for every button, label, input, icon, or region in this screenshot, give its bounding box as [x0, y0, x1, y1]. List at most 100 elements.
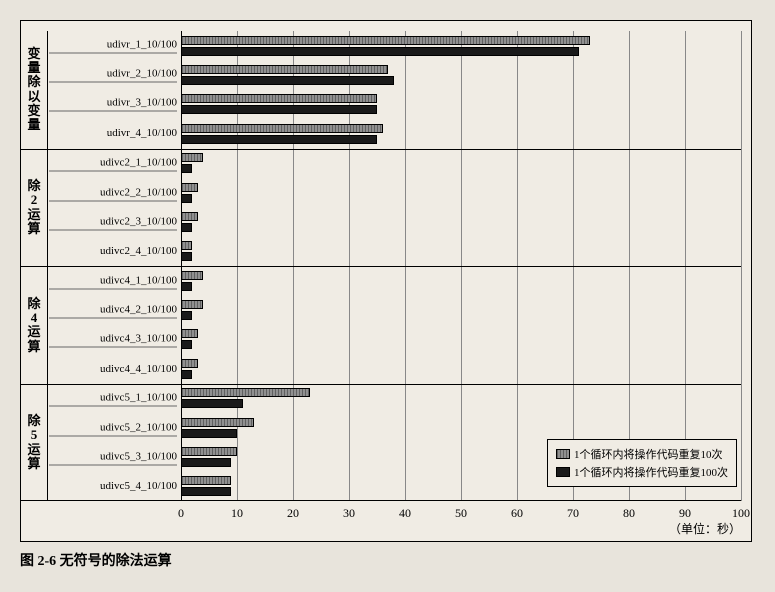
chart-container: 0 10 20 30 40 50 60 70 80 90 100（单位：秒） 变量除以变量udivr…: [20, 20, 752, 542]
x-tick-label: 80: [623, 506, 635, 521]
bar-series-b: [181, 194, 192, 203]
row: udivc4_3_10/100: [49, 326, 181, 355]
x-tick-label: 30: [343, 506, 355, 521]
bar-series-a: [181, 447, 237, 456]
bar-series-b: [181, 76, 394, 85]
gridline: [741, 31, 742, 501]
row: udivc2_1_10/100: [49, 150, 181, 179]
x-tick-label: 10: [231, 506, 243, 521]
legend-label-a: 1个循环内将操作代码重复10次: [574, 446, 723, 462]
group-title: 除2运算: [25, 150, 48, 267]
row: udivc2_4_10/100: [49, 238, 181, 267]
row: udivc2_3_10/100: [49, 208, 181, 237]
row: udivr_1_10/100: [49, 31, 181, 60]
bar-series-a: [181, 241, 192, 250]
legend-swatch-b: [556, 467, 570, 477]
group-rows: udivc4_1_10/100 udivc4_2_10/100 udivc4_3_1…: [49, 267, 181, 384]
bar-series-a: [181, 183, 198, 192]
bar-series-a: [181, 271, 203, 280]
row: udivc5_2_10/100: [49, 414, 181, 443]
bar-series-b: [181, 105, 377, 114]
bar-series-a: [181, 212, 198, 221]
bar-series-b: [181, 223, 192, 232]
legend-swatch-a: [556, 449, 570, 459]
row: udivc2_2_10/100: [49, 179, 181, 208]
row: udivc4_1_10/100: [49, 267, 181, 296]
row: udivc5_1_10/100: [49, 385, 181, 414]
row: udivc5_3_10/100: [49, 443, 181, 472]
group-divider: [21, 266, 741, 267]
bar-series-b: [181, 370, 192, 379]
row-label: udivc4_2_10/100: [49, 304, 177, 319]
row-label: udivr_3_10/100: [49, 97, 177, 112]
group-rows: udivc5_1_10/100 udivc5_2_10/100 udivc5_3_1…: [49, 385, 181, 502]
legend-item-a: 1个循环内将操作代码重复10次: [556, 446, 728, 462]
group-title: 变量除以变量: [25, 31, 48, 149]
group-divider: [21, 384, 741, 385]
group: 除4运算udivc4_1_10/100udivc4_2_10/100udivc4…: [21, 266, 181, 384]
bar-series-b: [181, 458, 231, 467]
row-label: udivc5_1_10/100: [49, 392, 177, 407]
bar-series-b: [181, 164, 192, 173]
x-tick-label: 70: [567, 506, 579, 521]
group: 除5运算udivc5_1_10/100udivc5_2_10/100udivc5…: [21, 384, 181, 502]
x-tick-label: 90: [679, 506, 691, 521]
bar-series-b: [181, 311, 192, 320]
row: udivc4_2_10/100: [49, 296, 181, 325]
x-tick-label: 50: [455, 506, 467, 521]
legend-item-b: 1个循环内将操作代码重复100次: [556, 464, 728, 480]
row: udivc5_4_10/100: [49, 473, 181, 502]
bar-series-b: [181, 487, 231, 496]
bar-series-a: [181, 153, 203, 162]
bar-series-a: [181, 124, 383, 133]
row: udivr_2_10/100: [49, 60, 181, 89]
row: udivc4_4_10/100: [49, 355, 181, 384]
row-label: udivc5_2_10/100: [49, 421, 177, 436]
group-title: 除5运算: [25, 385, 48, 502]
row-label: udivc2_2_10/100: [49, 186, 177, 201]
row: udivr_4_10/100: [49, 119, 181, 148]
row-label: udivc5_4_10/100: [49, 480, 177, 494]
bar-series-a: [181, 94, 377, 103]
bar-series-b: [181, 282, 192, 291]
row-label: udivc2_1_10/100: [49, 157, 177, 172]
bar-series-a: [181, 359, 198, 368]
group-rows: udivc2_1_10/100 udivc2_2_10/100 udivc2_3_1…: [49, 150, 181, 267]
bar-series-b: [181, 135, 377, 144]
x-tick-label: 40: [399, 506, 411, 521]
row-label: udivr_1_10/100: [49, 38, 177, 53]
bar-series-b: [181, 429, 237, 438]
x-tick-label: 20: [287, 506, 299, 521]
row-label: udivr_4_10/100: [49, 127, 177, 141]
x-tick-label: 100: [732, 506, 750, 521]
group: 除2运算udivc2_1_10/100udivc2_2_10/100udivc2…: [21, 149, 181, 267]
x-tick-label: 0: [178, 506, 184, 521]
row-label: udivr_2_10/100: [49, 68, 177, 83]
row-label: udivc5_3_10/100: [49, 450, 177, 465]
bar-series-a: [181, 65, 388, 74]
row: udivr_3_10/100: [49, 90, 181, 119]
row-label: udivc2_4_10/100: [49, 245, 177, 259]
row-label: udivc4_3_10/100: [49, 333, 177, 348]
row-label: udivc4_1_10/100: [49, 274, 177, 289]
x-tick-label: 60: [511, 506, 523, 521]
bar-series-a: [181, 388, 310, 397]
x-axis-line: [21, 500, 741, 501]
group-title: 除4运算: [25, 267, 48, 384]
legend-label-b: 1个循环内将操作代码重复100次: [574, 464, 728, 480]
group-rows: udivr_1_10/100 udivr_2_10/100 udivr_3_10/1…: [49, 31, 181, 149]
row-label: udivc2_3_10/100: [49, 215, 177, 230]
row-label: udivc4_4_10/100: [49, 363, 177, 377]
bar-series-a: [181, 476, 231, 485]
bar-series-b: [181, 47, 579, 56]
figure-caption: 图 2-6 无符号的除法运算: [20, 550, 755, 570]
bar-series-a: [181, 329, 198, 338]
x-axis-unit: （单位：秒）: [669, 520, 741, 537]
bar-series-b: [181, 340, 192, 349]
bar-series-a: [181, 300, 203, 309]
bar-series-b: [181, 399, 243, 408]
bar-series-a: [181, 418, 254, 427]
legend: 1个循环内将操作代码重复10次 1个循环内将操作代码重复100次: [547, 439, 737, 487]
group-divider: [21, 149, 741, 150]
bar-series-a: [181, 36, 590, 45]
